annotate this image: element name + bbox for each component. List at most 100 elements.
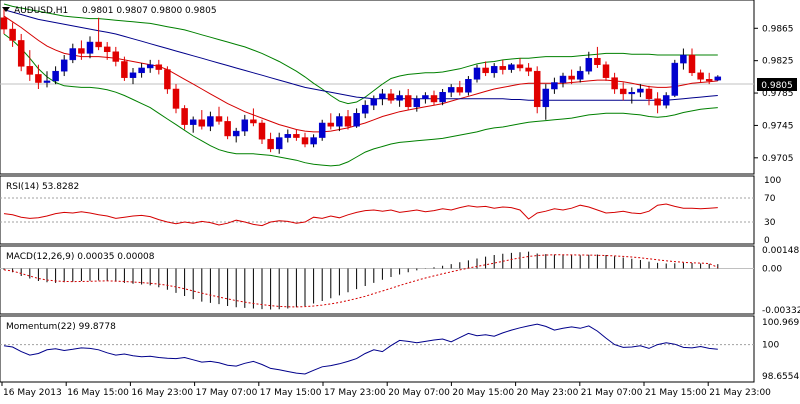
rsi-tick-label: 30 xyxy=(764,218,776,228)
time-tick-label: 21 May 07:00 xyxy=(581,388,643,398)
time-tick-label: 16 May 2013 xyxy=(3,388,62,398)
candle-body xyxy=(705,79,713,82)
bollinger-upper-line xyxy=(3,3,718,105)
candle-body xyxy=(680,54,687,64)
candle-body xyxy=(207,116,214,127)
macd-pane-frame xyxy=(0,245,755,315)
candle-body xyxy=(361,104,369,114)
price-tick-label: 0.9745 xyxy=(762,121,794,131)
candle-body xyxy=(697,72,704,80)
candle-body xyxy=(284,134,292,138)
candle-body xyxy=(379,93,386,99)
candle-body xyxy=(146,64,154,69)
price-tick-label: 0.9785 xyxy=(762,89,794,99)
candle-body xyxy=(473,67,481,80)
candle-body xyxy=(26,66,34,75)
candle-body xyxy=(602,64,610,78)
candle-body xyxy=(533,70,541,108)
price-tick-label: 0.9865 xyxy=(762,24,794,34)
candle-body xyxy=(52,70,59,82)
candle-body xyxy=(60,59,68,72)
momentum-line xyxy=(3,323,718,375)
candle-body xyxy=(17,40,25,67)
ohlc-readout: 0.9801 0.9807 0.9800 0.9805 xyxy=(82,6,217,16)
price-pane-frame xyxy=(0,0,755,175)
candle-body xyxy=(490,66,498,74)
time-axis: 16 May 2013 16 May 15:00 16 May 23:00 17 Ma… xyxy=(1,382,771,398)
candle-body xyxy=(310,137,317,145)
candle-body xyxy=(336,116,343,127)
candle-body xyxy=(465,79,472,93)
candle-body xyxy=(138,67,145,74)
momentum-series xyxy=(0,323,754,375)
candle-body xyxy=(155,64,163,70)
candle-body xyxy=(95,41,102,48)
candle-body xyxy=(499,66,507,70)
candle-body xyxy=(637,88,644,93)
time-tick-label: 21 May 15:00 xyxy=(645,388,707,398)
candle-body xyxy=(525,67,532,72)
candle-body xyxy=(654,98,661,106)
price-axis: 0.9865 0.9825 0.9785 0.9745 0.9705 xyxy=(754,24,794,164)
candle-body xyxy=(293,134,300,138)
candle-body xyxy=(516,64,524,69)
candle-body xyxy=(422,95,429,99)
macd-title: MACD(12,26,9) 0.00035 0.00008 xyxy=(6,252,155,262)
candle-body xyxy=(645,88,653,99)
candle-body xyxy=(275,137,283,150)
time-tick-label: 21 May 23:00 xyxy=(709,388,771,398)
candle-body xyxy=(215,116,223,122)
candle-body xyxy=(688,54,696,74)
candle-body xyxy=(327,122,335,127)
bollinger-middle-line xyxy=(3,15,718,133)
collapse-arrow-icon[interactable] xyxy=(2,7,10,12)
candle-body xyxy=(662,95,670,106)
moving-average-line xyxy=(3,9,718,101)
candle-body xyxy=(35,74,42,83)
time-tick-label: 20 May 15:00 xyxy=(452,388,514,398)
candle-body xyxy=(628,91,636,95)
candle-body xyxy=(86,41,94,54)
candle-body xyxy=(568,75,575,80)
time-tick-label: 17 May 07:00 xyxy=(196,388,258,398)
price-tick-label: 0.9705 xyxy=(762,154,794,164)
candle-body xyxy=(611,77,618,90)
candle-body xyxy=(671,62,679,96)
candle-body xyxy=(447,87,455,93)
candle-body xyxy=(121,61,128,78)
candle-body xyxy=(456,87,464,93)
time-tick-label: 20 May 23:00 xyxy=(517,388,579,398)
rsi-pane-frame xyxy=(0,175,755,245)
time-tick-label: 20 May 07:00 xyxy=(388,388,450,398)
candle-body xyxy=(129,72,137,78)
time-tick-label: 17 May 15:00 xyxy=(260,388,322,398)
candle-body xyxy=(232,130,240,137)
time-tick-label: 16 May 15:00 xyxy=(67,388,129,398)
macd-series xyxy=(0,251,754,310)
candle-body xyxy=(482,67,489,74)
macd-tick-label: 0.00 xyxy=(762,265,782,275)
candle-body xyxy=(0,17,8,30)
candle-body xyxy=(551,82,558,90)
candle-body xyxy=(318,122,326,138)
candle-body xyxy=(594,57,601,65)
candle-body xyxy=(267,138,274,150)
rsi-tick-label: 0 xyxy=(764,236,770,246)
price-tag: 0.9805 xyxy=(761,81,793,91)
candle-body xyxy=(508,64,515,70)
candle-body xyxy=(9,28,16,41)
momentum-tick-label: 100 xyxy=(762,341,779,351)
momentum-title: Momentum(22) 99.8778 xyxy=(6,322,116,332)
candle-body xyxy=(43,80,51,83)
rsi-title: RSI(14) 53.8282 xyxy=(6,182,79,192)
candle-body xyxy=(619,88,627,95)
price-overlays xyxy=(3,3,718,167)
macd-signal-line xyxy=(3,254,719,308)
candle-body xyxy=(542,88,550,108)
candle-body xyxy=(258,122,266,140)
